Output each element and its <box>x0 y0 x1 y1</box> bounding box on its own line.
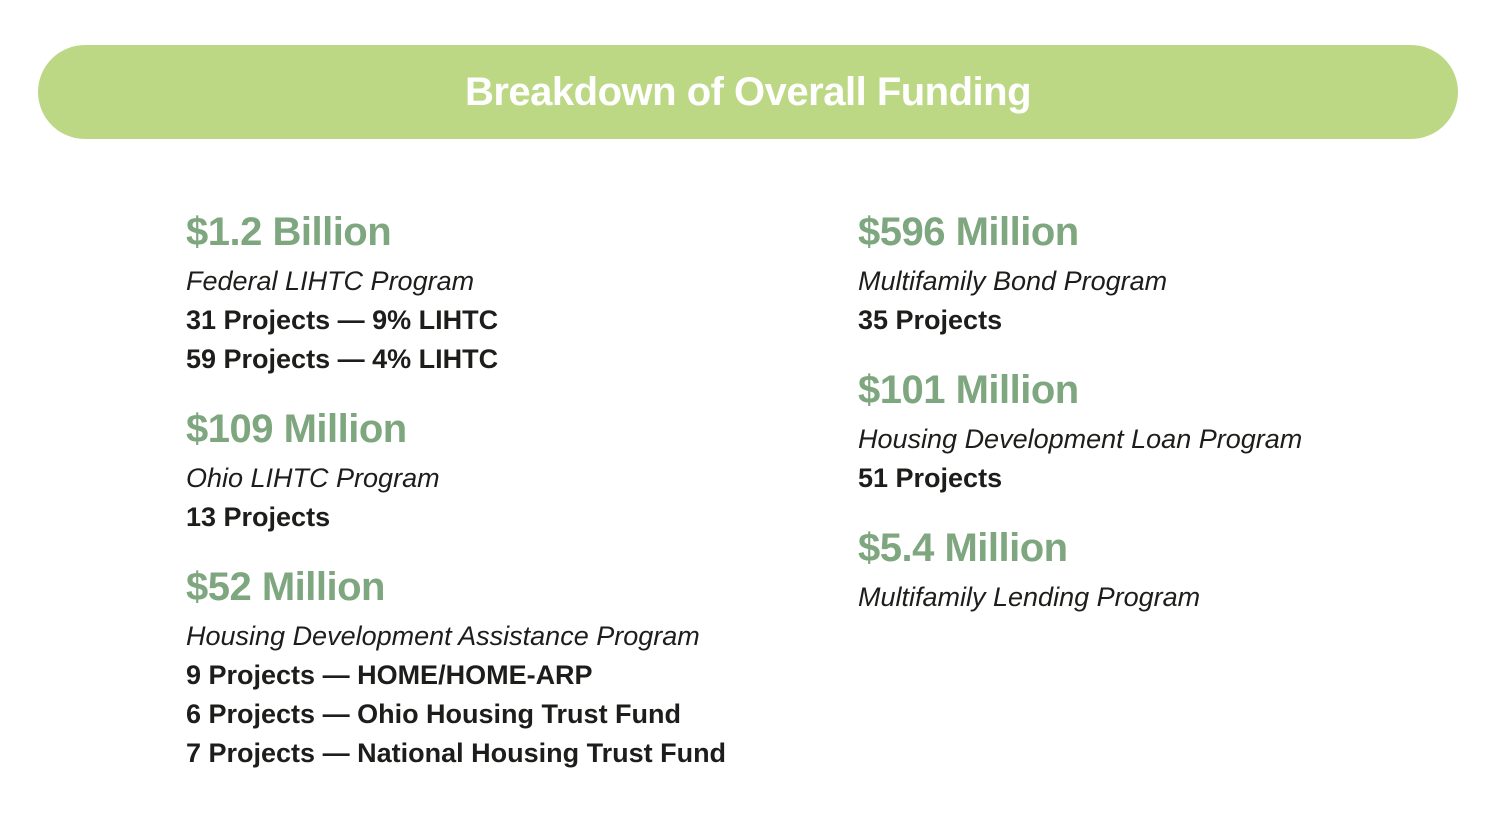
funding-detail: 59 Projects — 4% LIHTC <box>186 344 499 374</box>
funding-amount: $52 Million <box>186 565 386 609</box>
funding-program: Multifamily Bond Program <box>858 266 1168 296</box>
funding-section: $596 Million Multifamily Bond Program 35… <box>858 210 1478 340</box>
funding-details: 31 Projects — 9% LIHTC 59 Projects — 4% L… <box>186 301 846 379</box>
funding-details: 13 Projects <box>186 498 846 537</box>
funding-section: $52 Million Housing Development Assistan… <box>186 565 846 773</box>
funding-detail: 9 Projects — HOME/HOME-ARP <box>186 660 593 690</box>
funding-details: 51 Projects <box>858 459 1478 498</box>
funding-amount: $101 Million <box>858 368 1079 412</box>
funding-section: $5.4 Million Multifamily Lending Program <box>858 526 1478 617</box>
left-column: $1.2 Billion Federal LIHTC Program 31 Pr… <box>186 210 846 801</box>
page-title: Breakdown of Overall Funding <box>464 69 1032 114</box>
funding-details: 9 Projects — HOME/HOME-ARP 6 Projects — O… <box>186 656 846 773</box>
header-banner: Breakdown of Overall Funding <box>38 45 1458 139</box>
funding-section: $101 Million Housing Development Loan Pr… <box>858 368 1478 498</box>
funding-amount: $1.2 Billion <box>186 210 392 254</box>
funding-program: Ohio LIHTC Program <box>186 463 440 493</box>
funding-amount: $596 Million <box>858 210 1079 254</box>
right-column: $596 Million Multifamily Bond Program 35… <box>858 210 1478 645</box>
funding-detail: 35 Projects <box>858 305 1003 335</box>
funding-program: Housing Development Loan Program <box>858 424 1303 454</box>
funding-detail: 7 Projects — National Housing Trust Fund <box>186 738 727 768</box>
funding-section: $109 Million Ohio LIHTC Program 13 Proje… <box>186 407 846 537</box>
funding-amount: $5.4 Million <box>858 526 1068 570</box>
funding-amount: $109 Million <box>186 407 407 451</box>
funding-program: Federal LIHTC Program <box>186 266 475 296</box>
funding-details: 35 Projects <box>858 301 1478 340</box>
funding-program: Multifamily Lending Program <box>858 582 1201 612</box>
funding-detail: 31 Projects — 9% LIHTC <box>186 305 499 335</box>
funding-detail: 51 Projects <box>858 463 1003 493</box>
funding-detail: 13 Projects <box>186 502 331 532</box>
funding-program: Housing Development Assistance Program <box>186 621 700 651</box>
funding-detail: 6 Projects — Ohio Housing Trust Fund <box>186 699 682 729</box>
funding-section: $1.2 Billion Federal LIHTC Program 31 Pr… <box>186 210 846 379</box>
